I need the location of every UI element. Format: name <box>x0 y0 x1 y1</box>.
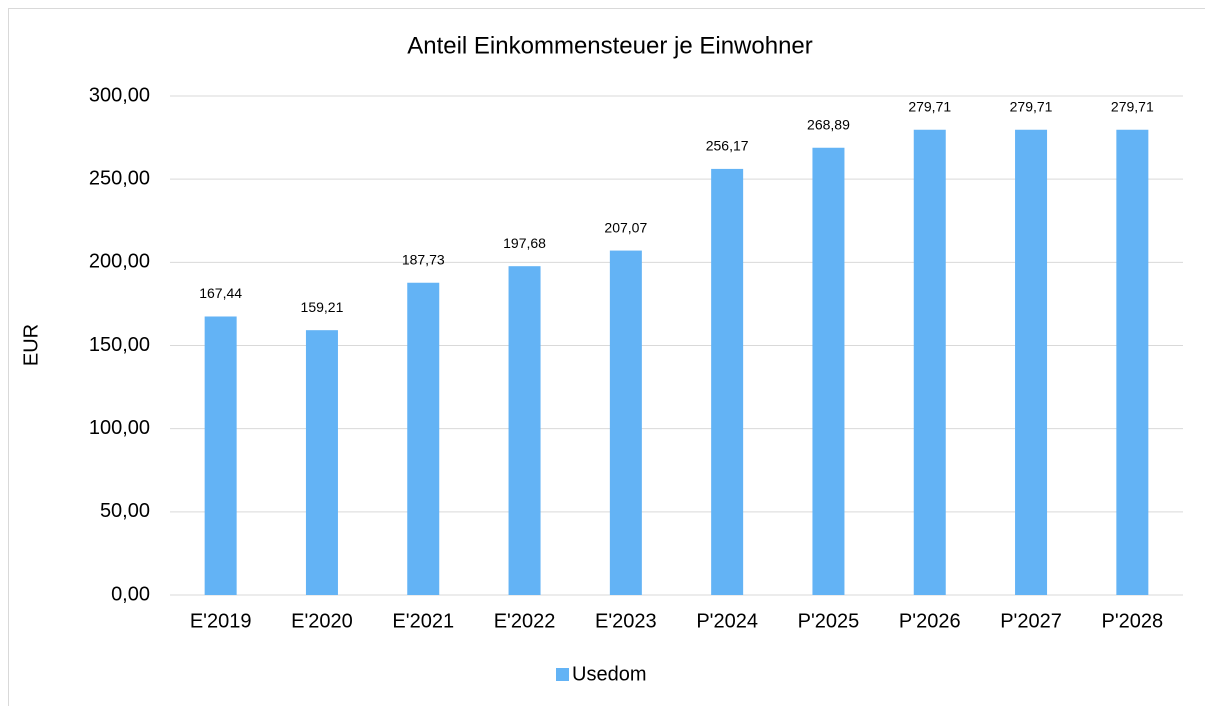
data-label: 159,21 <box>301 299 344 315</box>
legend-label: Usedom <box>572 663 646 685</box>
x-tick-label: E'2022 <box>494 610 556 632</box>
x-tick-label: E'2020 <box>291 610 353 632</box>
data-label: 256,17 <box>706 138 749 154</box>
bar <box>711 168 744 595</box>
bar <box>812 147 845 595</box>
x-tick-label: P'2025 <box>798 610 860 632</box>
y-tick-label: 250,00 <box>89 167 150 189</box>
bar <box>913 129 946 596</box>
bar <box>407 282 440 595</box>
x-tick-label: P'2024 <box>696 610 758 632</box>
data-label: 207,07 <box>604 219 647 235</box>
y-tick-label: 150,00 <box>89 334 150 356</box>
data-label: 197,68 <box>503 235 546 251</box>
bar <box>204 316 237 595</box>
x-tick-label: E'2023 <box>595 610 657 632</box>
bar <box>305 330 338 595</box>
y-tick-label: 50,00 <box>100 500 150 522</box>
bar <box>1116 129 1149 596</box>
chart-title: Anteil Einkommensteuer je Einwohner <box>407 32 813 59</box>
y-tick-label: 0,00 <box>111 583 150 605</box>
data-label: 279,71 <box>1010 98 1053 114</box>
data-label: 279,71 <box>908 98 951 114</box>
data-label: 167,44 <box>199 285 242 301</box>
x-tick-label: E'2021 <box>392 610 454 632</box>
y-tick-label: 200,00 <box>89 251 150 273</box>
x-tick-label: P'2027 <box>1000 610 1062 632</box>
x-tick-label: E'2019 <box>190 610 252 632</box>
bar <box>1015 129 1048 596</box>
y-axis-title: EUR <box>20 324 42 366</box>
y-tick-label: 100,00 <box>89 417 150 439</box>
data-label: 187,73 <box>402 251 445 267</box>
legend-swatch <box>556 668 569 681</box>
bar <box>609 250 642 596</box>
data-label: 279,71 <box>1111 98 1154 114</box>
x-tick-label: P'2028 <box>1102 610 1164 632</box>
bar <box>508 266 541 595</box>
data-label: 268,89 <box>807 116 850 132</box>
x-tick-label: P'2026 <box>899 610 961 632</box>
y-tick-label: 300,00 <box>89 84 150 106</box>
